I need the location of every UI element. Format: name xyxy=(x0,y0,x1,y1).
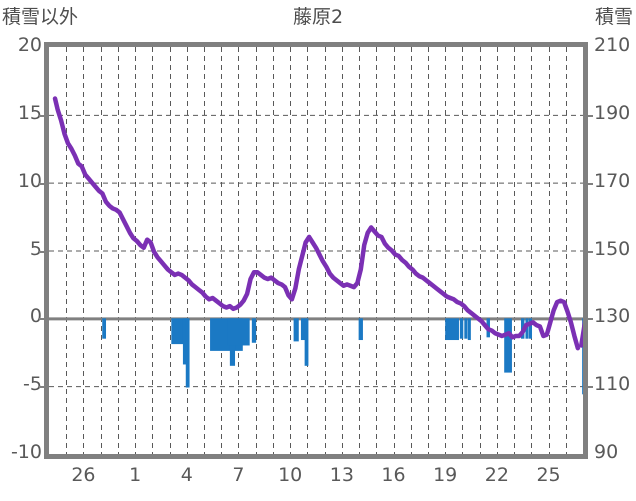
bar-series xyxy=(102,318,583,395)
data-line xyxy=(52,96,581,351)
tick-mark-left xyxy=(39,251,44,253)
tick-mark-left xyxy=(39,386,44,388)
tick-mark-right xyxy=(588,386,593,388)
tick-mark-right xyxy=(588,251,593,253)
y-tick-label-right: 190 xyxy=(594,101,631,124)
bar xyxy=(582,318,583,395)
y-tick-label-right: 90 xyxy=(594,441,619,463)
x-tick-label: 10 xyxy=(278,464,303,486)
bar xyxy=(227,318,250,346)
bar xyxy=(293,318,299,342)
right-axis-title: 積雪 xyxy=(594,6,633,28)
tick-mark-right xyxy=(588,115,593,117)
y-tick-label-right: 110 xyxy=(594,373,631,396)
x-tick-label: 26 xyxy=(71,464,96,486)
page-title: 藤原2 xyxy=(292,6,344,28)
bar xyxy=(300,318,306,341)
plot-frame xyxy=(44,42,588,459)
plot-svg xyxy=(49,47,583,454)
y-tick-label-left: -10 xyxy=(10,441,42,463)
x-tick-label: 13 xyxy=(329,464,354,486)
line-series xyxy=(52,96,583,351)
y-tick-label-left: 15 xyxy=(17,101,42,124)
tick-mark-left xyxy=(39,183,44,185)
y-tick-label-right: 150 xyxy=(594,237,631,260)
x-tick-label: 4 xyxy=(180,464,193,486)
bar xyxy=(251,318,257,343)
bar xyxy=(459,318,464,339)
tick-mark-left xyxy=(39,318,44,320)
bar xyxy=(464,318,468,339)
bar xyxy=(304,318,309,366)
y-tick-label-left: 20 xyxy=(17,34,42,56)
bar xyxy=(185,318,190,388)
tick-mark-right xyxy=(588,318,593,320)
y-tick-label-right: 130 xyxy=(594,305,631,328)
y-tick-label-right: 170 xyxy=(594,169,631,192)
y-tick-label-right: 210 xyxy=(594,34,631,56)
y-tick-label-left: -5 xyxy=(23,373,42,396)
plot-area xyxy=(49,47,583,454)
x-tick-label: 22 xyxy=(484,464,509,486)
x-tick-label: 19 xyxy=(433,464,458,486)
bar xyxy=(445,318,459,341)
x-tick-label: 16 xyxy=(381,464,406,486)
bar xyxy=(528,318,533,339)
bar xyxy=(525,318,529,339)
y-tick-label-left: 0 xyxy=(29,305,42,328)
bar xyxy=(467,318,471,341)
bar xyxy=(358,318,363,341)
bar xyxy=(504,318,512,373)
left-axis-title: 積雪以外 xyxy=(2,6,79,28)
bar xyxy=(182,318,188,365)
x-tick-label: 7 xyxy=(232,464,245,486)
y-tick-label-left: 10 xyxy=(17,169,42,192)
y-tick-label-left: 5 xyxy=(29,237,42,260)
bar xyxy=(102,318,107,339)
gridlines xyxy=(49,47,583,454)
x-tick-label: 1 xyxy=(129,464,142,486)
bar xyxy=(171,318,187,345)
tick-mark-right xyxy=(588,183,593,185)
tick-mark-left xyxy=(39,115,44,117)
x-tick-label: 25 xyxy=(536,464,561,486)
